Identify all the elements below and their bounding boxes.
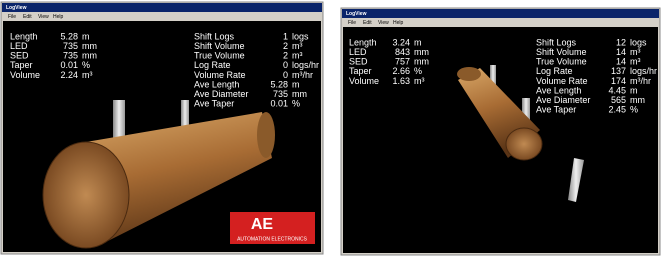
stat-label: Ave Length <box>536 85 581 95</box>
menu-item[interactable]: Edit <box>23 14 32 20</box>
stat-value: 757 <box>395 57 410 67</box>
stat-label: SED <box>10 51 29 61</box>
menu-item[interactable]: Help <box>53 14 64 20</box>
window-title: LogView <box>6 5 27 11</box>
stat-unit: m³ <box>630 47 641 57</box>
stat-unit: mm <box>82 51 97 61</box>
stat-label: Log Rate <box>194 60 231 70</box>
stat-unit: m³ <box>292 51 303 61</box>
menu-item[interactable]: Edit <box>363 20 372 26</box>
stat-label: Ave Taper <box>536 105 576 115</box>
stat-value: 735 <box>273 89 288 99</box>
menu-item[interactable]: File <box>8 14 16 20</box>
stat-unit: mm <box>292 89 307 99</box>
log-end <box>457 67 481 81</box>
stat-label: True Volume <box>194 51 245 61</box>
stat-value: 12 <box>616 37 626 47</box>
stat-unit: logs/hr <box>292 60 319 70</box>
stat-value: 0 <box>283 60 288 70</box>
stat-unit: m <box>414 37 422 47</box>
stat-label: SED <box>349 57 368 67</box>
logo-mark: AE <box>251 216 274 233</box>
stat-value: 3.24 <box>392 37 410 47</box>
log-end <box>506 128 542 160</box>
stat-value: 137 <box>611 66 626 76</box>
stat-value: 843 <box>395 47 410 57</box>
stat-value: 565 <box>611 95 626 105</box>
stat-value: 174 <box>611 76 626 86</box>
stat-label: LED <box>10 41 28 51</box>
stat-value: 14 <box>616 47 626 57</box>
stat-unit: m³/hr <box>630 76 651 86</box>
stat-value: 5.28 <box>270 79 288 89</box>
stat-unit: m <box>82 31 90 41</box>
stat-value: 2 <box>283 51 288 61</box>
stat-unit: logs <box>292 31 309 41</box>
log-end <box>257 112 275 158</box>
stat-label: Volume Rate <box>194 70 246 80</box>
stat-unit: mm <box>82 41 97 51</box>
stat-value: 2.24 <box>60 70 78 80</box>
stat-unit: m³ <box>292 41 303 51</box>
stat-unit: % <box>292 99 300 109</box>
stat-unit: logs <box>630 37 647 47</box>
stat-value: 0.01 <box>270 99 288 109</box>
stat-label: Volume Rate <box>536 76 588 86</box>
stat-label: Ave Diameter <box>194 89 248 99</box>
stat-value: 735 <box>63 51 78 61</box>
stat-label: Volume <box>349 76 379 86</box>
stat-unit: mm <box>414 57 429 67</box>
stat-value: 1 <box>283 31 288 41</box>
stat-label: Shift Volume <box>194 41 245 51</box>
post <box>181 100 189 126</box>
stat-label: LED <box>349 47 367 57</box>
stat-label: Taper <box>10 60 33 70</box>
stat-value: 0 <box>283 70 288 80</box>
stat-label: Volume <box>10 70 40 80</box>
stat-label: Shift Logs <box>194 31 235 41</box>
stat-value: 2 <box>283 41 288 51</box>
stat-unit: m³ <box>82 70 93 80</box>
stat-unit: m <box>630 85 638 95</box>
title-bar <box>2 3 322 12</box>
stat-label: True Volume <box>536 57 587 67</box>
stat-label: Shift Logs <box>536 37 577 47</box>
screenshot: LogView File Edit View Help Length 5.28 m LED 735… <box>0 0 661 256</box>
menu-item[interactable]: View <box>38 14 49 20</box>
stat-label: Ave Taper <box>194 99 234 109</box>
stat-label: Log Rate <box>536 66 573 76</box>
stat-unit: % <box>630 105 638 115</box>
stat-value: 4.45 <box>608 85 626 95</box>
stat-unit: m³ <box>414 76 425 86</box>
window-title: LogView <box>346 11 367 17</box>
stat-value: 5.28 <box>60 31 78 41</box>
stat-unit: % <box>414 66 422 76</box>
post <box>113 100 125 138</box>
stat-label: Shift Volume <box>536 47 587 57</box>
stat-unit: logs/hr <box>630 66 657 76</box>
stat-unit: m³ <box>630 57 641 67</box>
stat-label: Length <box>349 37 377 47</box>
stat-label: Taper <box>349 66 372 76</box>
stat-label: Ave Length <box>194 79 239 89</box>
stat-unit: % <box>82 60 90 70</box>
menu-item[interactable]: View <box>378 20 389 26</box>
stat-value: 2.45 <box>608 105 626 115</box>
stat-unit: m³/hr <box>292 70 313 80</box>
stat-value: 1.63 <box>392 76 410 86</box>
logo-text: AUTOMATION ELECTRONICS <box>237 236 307 242</box>
stat-unit: mm <box>414 47 429 57</box>
stat-value: 2.66 <box>392 66 410 76</box>
stat-value: 0.01 <box>60 60 78 70</box>
stat-value: 14 <box>616 57 626 67</box>
stat-label: Ave Diameter <box>536 95 590 105</box>
stat-value: 735 <box>63 41 78 51</box>
stat-label: Length <box>10 31 38 41</box>
log-end <box>43 142 129 248</box>
stat-unit: mm <box>630 95 645 105</box>
menu-item[interactable]: Help <box>393 20 404 26</box>
title-bar <box>342 9 659 18</box>
stat-unit: m <box>292 79 300 89</box>
menu-item[interactable]: File <box>348 20 356 26</box>
